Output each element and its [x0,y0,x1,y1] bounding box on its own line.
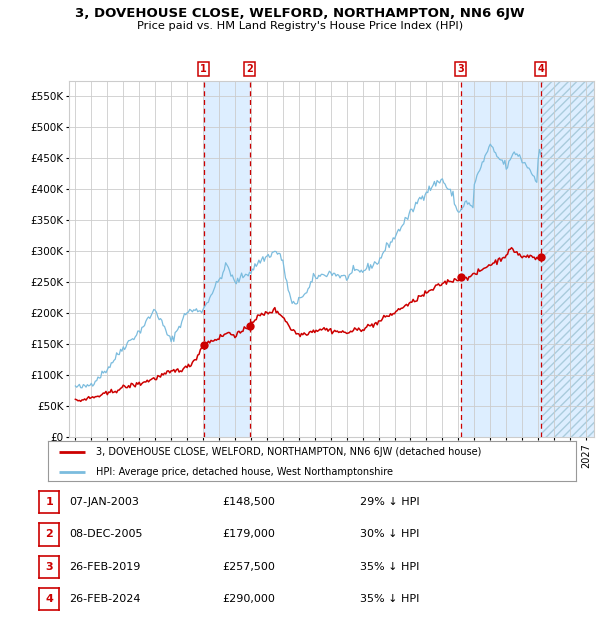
Text: 4: 4 [45,594,53,604]
Text: 29% ↓ HPI: 29% ↓ HPI [360,497,419,507]
Text: £179,000: £179,000 [222,529,275,539]
Text: 35% ↓ HPI: 35% ↓ HPI [360,562,419,572]
Text: 1: 1 [200,64,207,74]
Text: 3: 3 [46,562,53,572]
Bar [203,81,250,437]
Text: £148,500: £148,500 [222,497,275,507]
Text: HPI: Average price, detached house, West Northamptonshire: HPI: Average price, detached house, West… [95,467,392,477]
Text: 3, DOVEHOUSE CLOSE, WELFORD, NORTHAMPTON, NN6 6JW (detached house): 3, DOVEHOUSE CLOSE, WELFORD, NORTHAMPTON… [95,447,481,457]
Text: Price paid vs. HM Land Registry's House Price Index (HPI): Price paid vs. HM Land Registry's House … [137,21,463,31]
Text: 08-DEC-2005: 08-DEC-2005 [69,529,143,539]
Text: £257,500: £257,500 [222,562,275,572]
Bar [541,81,594,437]
Text: 2: 2 [247,64,253,74]
Text: 07-JAN-2003: 07-JAN-2003 [69,497,139,507]
Bar [461,81,541,437]
Text: £290,000: £290,000 [222,594,275,604]
Text: 26-FEB-2019: 26-FEB-2019 [69,562,140,572]
Text: 1: 1 [46,497,53,507]
Text: 26-FEB-2024: 26-FEB-2024 [69,594,140,604]
Text: 35% ↓ HPI: 35% ↓ HPI [360,594,419,604]
Text: 30% ↓ HPI: 30% ↓ HPI [360,529,419,539]
Text: 3, DOVEHOUSE CLOSE, WELFORD, NORTHAMPTON, NN6 6JW: 3, DOVEHOUSE CLOSE, WELFORD, NORTHAMPTON… [75,7,525,20]
Text: 4: 4 [538,64,544,74]
Text: 2: 2 [46,529,53,539]
Text: 3: 3 [458,64,464,74]
